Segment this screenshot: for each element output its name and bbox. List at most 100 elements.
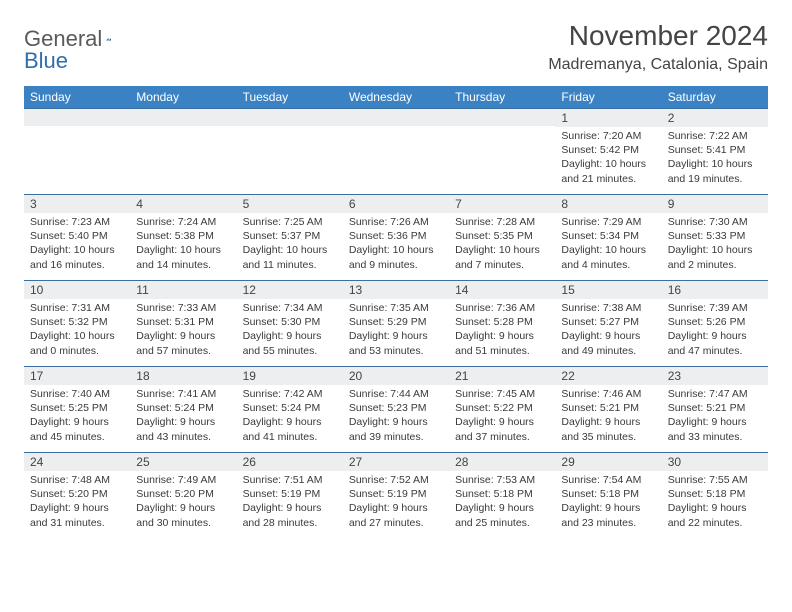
calendar-day-cell: 9Sunrise: 7:30 AMSunset: 5:33 PMDaylight… bbox=[662, 194, 768, 280]
calendar-day-cell bbox=[24, 108, 130, 194]
calendar-day-cell: 17Sunrise: 7:40 AMSunset: 5:25 PMDayligh… bbox=[24, 366, 130, 452]
weekday-header: Sunday bbox=[24, 86, 130, 108]
calendar-day-cell: 19Sunrise: 7:42 AMSunset: 5:24 PMDayligh… bbox=[237, 366, 343, 452]
calendar-week-row: 24Sunrise: 7:48 AMSunset: 5:20 PMDayligh… bbox=[24, 452, 768, 538]
day-details: Sunrise: 7:40 AMSunset: 5:25 PMDaylight:… bbox=[24, 385, 130, 448]
day-number: 19 bbox=[237, 366, 343, 385]
day-number: 3 bbox=[24, 194, 130, 213]
calendar-week-row: 17Sunrise: 7:40 AMSunset: 5:25 PMDayligh… bbox=[24, 366, 768, 452]
calendar-day-cell: 13Sunrise: 7:35 AMSunset: 5:29 PMDayligh… bbox=[343, 280, 449, 366]
day-number: 21 bbox=[449, 366, 555, 385]
day-details: Sunrise: 7:55 AMSunset: 5:18 PMDaylight:… bbox=[662, 471, 768, 534]
calendar-body: 1Sunrise: 7:20 AMSunset: 5:42 PMDaylight… bbox=[24, 108, 768, 538]
day-details: Sunrise: 7:53 AMSunset: 5:18 PMDaylight:… bbox=[449, 471, 555, 534]
calendar-day-cell: 27Sunrise: 7:52 AMSunset: 5:19 PMDayligh… bbox=[343, 452, 449, 538]
day-number: 7 bbox=[449, 194, 555, 213]
day-number: 6 bbox=[343, 194, 449, 213]
month-title: November 2024 bbox=[548, 20, 768, 52]
day-details: Sunrise: 7:36 AMSunset: 5:28 PMDaylight:… bbox=[449, 299, 555, 362]
weekday-header: Thursday bbox=[449, 86, 555, 108]
logo-blue-row: Blue bbox=[24, 48, 68, 74]
calendar-week-row: 1Sunrise: 7:20 AMSunset: 5:42 PMDaylight… bbox=[24, 108, 768, 194]
header: General November 2024 Madremanya, Catalo… bbox=[24, 20, 768, 74]
day-number: 15 bbox=[555, 280, 661, 299]
weekday-header: Saturday bbox=[662, 86, 768, 108]
location: Madremanya, Catalonia, Spain bbox=[548, 56, 768, 74]
calendar-day-cell: 18Sunrise: 7:41 AMSunset: 5:24 PMDayligh… bbox=[130, 366, 236, 452]
day-details: Sunrise: 7:28 AMSunset: 5:35 PMDaylight:… bbox=[449, 213, 555, 276]
calendar-table: SundayMondayTuesdayWednesdayThursdayFrid… bbox=[24, 86, 768, 538]
weekday-header: Friday bbox=[555, 86, 661, 108]
day-number: 12 bbox=[237, 280, 343, 299]
day-number: 18 bbox=[130, 366, 236, 385]
calendar-day-cell: 2Sunrise: 7:22 AMSunset: 5:41 PMDaylight… bbox=[662, 108, 768, 194]
calendar-day-cell: 16Sunrise: 7:39 AMSunset: 5:26 PMDayligh… bbox=[662, 280, 768, 366]
day-details: Sunrise: 7:23 AMSunset: 5:40 PMDaylight:… bbox=[24, 213, 130, 276]
calendar-day-cell: 25Sunrise: 7:49 AMSunset: 5:20 PMDayligh… bbox=[130, 452, 236, 538]
day-number: 25 bbox=[130, 452, 236, 471]
weekday-header: Wednesday bbox=[343, 86, 449, 108]
day-details: Sunrise: 7:51 AMSunset: 5:19 PMDaylight:… bbox=[237, 471, 343, 534]
day-details: Sunrise: 7:34 AMSunset: 5:30 PMDaylight:… bbox=[237, 299, 343, 362]
day-details: Sunrise: 7:30 AMSunset: 5:33 PMDaylight:… bbox=[662, 213, 768, 276]
calendar-week-row: 10Sunrise: 7:31 AMSunset: 5:32 PMDayligh… bbox=[24, 280, 768, 366]
day-number: 24 bbox=[24, 452, 130, 471]
day-number: 5 bbox=[237, 194, 343, 213]
calendar-day-cell: 26Sunrise: 7:51 AMSunset: 5:19 PMDayligh… bbox=[237, 452, 343, 538]
calendar-day-cell: 20Sunrise: 7:44 AMSunset: 5:23 PMDayligh… bbox=[343, 366, 449, 452]
day-details: Sunrise: 7:26 AMSunset: 5:36 PMDaylight:… bbox=[343, 213, 449, 276]
calendar-day-cell: 4Sunrise: 7:24 AMSunset: 5:38 PMDaylight… bbox=[130, 194, 236, 280]
day-details: Sunrise: 7:38 AMSunset: 5:27 PMDaylight:… bbox=[555, 299, 661, 362]
day-number: 28 bbox=[449, 452, 555, 471]
calendar-day-cell bbox=[237, 108, 343, 194]
day-details: Sunrise: 7:20 AMSunset: 5:42 PMDaylight:… bbox=[555, 127, 661, 190]
calendar-day-cell: 23Sunrise: 7:47 AMSunset: 5:21 PMDayligh… bbox=[662, 366, 768, 452]
day-number: 2 bbox=[662, 108, 768, 127]
weekday-header: Tuesday bbox=[237, 86, 343, 108]
day-details: Sunrise: 7:46 AMSunset: 5:21 PMDaylight:… bbox=[555, 385, 661, 448]
calendar-week-row: 3Sunrise: 7:23 AMSunset: 5:40 PMDaylight… bbox=[24, 194, 768, 280]
day-number: 17 bbox=[24, 366, 130, 385]
day-details: Sunrise: 7:33 AMSunset: 5:31 PMDaylight:… bbox=[130, 299, 236, 362]
day-number: 10 bbox=[24, 280, 130, 299]
day-number: 22 bbox=[555, 366, 661, 385]
calendar-day-cell: 12Sunrise: 7:34 AMSunset: 5:30 PMDayligh… bbox=[237, 280, 343, 366]
day-details: Sunrise: 7:42 AMSunset: 5:24 PMDaylight:… bbox=[237, 385, 343, 448]
day-details: Sunrise: 7:52 AMSunset: 5:19 PMDaylight:… bbox=[343, 471, 449, 534]
day-number: 1 bbox=[555, 108, 661, 127]
calendar-day-cell: 6Sunrise: 7:26 AMSunset: 5:36 PMDaylight… bbox=[343, 194, 449, 280]
day-number: 27 bbox=[343, 452, 449, 471]
calendar-day-cell: 21Sunrise: 7:45 AMSunset: 5:22 PMDayligh… bbox=[449, 366, 555, 452]
calendar-day-cell: 8Sunrise: 7:29 AMSunset: 5:34 PMDaylight… bbox=[555, 194, 661, 280]
calendar-day-cell: 29Sunrise: 7:54 AMSunset: 5:18 PMDayligh… bbox=[555, 452, 661, 538]
day-details: Sunrise: 7:41 AMSunset: 5:24 PMDaylight:… bbox=[130, 385, 236, 448]
day-number: 20 bbox=[343, 366, 449, 385]
day-number: 23 bbox=[662, 366, 768, 385]
weekday-header: Monday bbox=[130, 86, 236, 108]
day-number: 8 bbox=[555, 194, 661, 213]
day-number: 26 bbox=[237, 452, 343, 471]
calendar-day-cell: 11Sunrise: 7:33 AMSunset: 5:31 PMDayligh… bbox=[130, 280, 236, 366]
day-number: 11 bbox=[130, 280, 236, 299]
calendar-day-cell bbox=[449, 108, 555, 194]
calendar-head: SundayMondayTuesdayWednesdayThursdayFrid… bbox=[24, 86, 768, 108]
day-details: Sunrise: 7:35 AMSunset: 5:29 PMDaylight:… bbox=[343, 299, 449, 362]
calendar-day-cell: 7Sunrise: 7:28 AMSunset: 5:35 PMDaylight… bbox=[449, 194, 555, 280]
day-number: 9 bbox=[662, 194, 768, 213]
logo-triangle-icon bbox=[106, 31, 111, 47]
day-details: Sunrise: 7:48 AMSunset: 5:20 PMDaylight:… bbox=[24, 471, 130, 534]
day-details: Sunrise: 7:39 AMSunset: 5:26 PMDaylight:… bbox=[662, 299, 768, 362]
day-number: 29 bbox=[555, 452, 661, 471]
day-details: Sunrise: 7:45 AMSunset: 5:22 PMDaylight:… bbox=[449, 385, 555, 448]
day-details: Sunrise: 7:22 AMSunset: 5:41 PMDaylight:… bbox=[662, 127, 768, 190]
day-details: Sunrise: 7:31 AMSunset: 5:32 PMDaylight:… bbox=[24, 299, 130, 362]
day-details: Sunrise: 7:49 AMSunset: 5:20 PMDaylight:… bbox=[130, 471, 236, 534]
calendar-day-cell: 22Sunrise: 7:46 AMSunset: 5:21 PMDayligh… bbox=[555, 366, 661, 452]
day-details: Sunrise: 7:44 AMSunset: 5:23 PMDaylight:… bbox=[343, 385, 449, 448]
day-details: Sunrise: 7:47 AMSunset: 5:21 PMDaylight:… bbox=[662, 385, 768, 448]
calendar-day-cell: 24Sunrise: 7:48 AMSunset: 5:20 PMDayligh… bbox=[24, 452, 130, 538]
calendar-day-cell bbox=[343, 108, 449, 194]
day-details: Sunrise: 7:54 AMSunset: 5:18 PMDaylight:… bbox=[555, 471, 661, 534]
day-number: 4 bbox=[130, 194, 236, 213]
calendar-day-cell: 3Sunrise: 7:23 AMSunset: 5:40 PMDaylight… bbox=[24, 194, 130, 280]
